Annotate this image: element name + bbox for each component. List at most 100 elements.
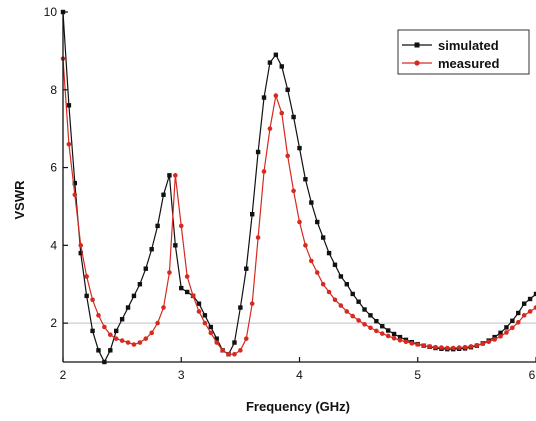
- point-simulated: [173, 243, 178, 248]
- point-simulated: [279, 64, 284, 69]
- point-measured: [504, 330, 509, 335]
- point-simulated: [368, 313, 373, 318]
- y-tick-label: 4: [50, 238, 57, 252]
- point-simulated: [380, 324, 385, 329]
- point-simulated: [184, 289, 190, 295]
- point-simulated: [309, 200, 314, 205]
- point-measured: [474, 342, 480, 348]
- point-measured: [84, 274, 89, 279]
- point-simulated: [533, 291, 536, 297]
- point-measured: [102, 324, 107, 330]
- point-simulated: [297, 145, 302, 151]
- point-measured: [119, 338, 125, 343]
- point-measured: [338, 303, 344, 308]
- point-measured: [66, 141, 72, 147]
- series-layer: [60, 9, 536, 365]
- point-simulated: [516, 310, 521, 316]
- point-simulated: [238, 305, 243, 310]
- point-simulated: [285, 87, 290, 92]
- point-measured: [332, 297, 338, 303]
- point-simulated: [108, 348, 113, 353]
- point-simulated: [303, 177, 308, 182]
- series-measured: [60, 56, 536, 357]
- point-measured: [96, 313, 101, 318]
- y-axis-title: VSWR: [12, 180, 27, 220]
- point-measured: [72, 192, 78, 198]
- point-simulated: [255, 149, 261, 155]
- point-simulated: [344, 282, 349, 287]
- point-measured: [427, 344, 432, 349]
- point-measured: [238, 348, 243, 353]
- point-simulated: [332, 262, 338, 267]
- point-measured: [273, 93, 279, 98]
- x-axis-title: Frequency (GHz): [246, 399, 350, 414]
- point-measured: [232, 351, 237, 357]
- point-simulated: [291, 114, 296, 120]
- point-simulated: [261, 95, 267, 100]
- point-measured: [243, 336, 249, 341]
- point-measured: [137, 340, 143, 345]
- point-measured: [415, 342, 421, 347]
- point-simulated: [114, 328, 119, 334]
- point-simulated: [84, 293, 89, 299]
- point-simulated: [326, 250, 332, 256]
- point-simulated: [498, 330, 503, 336]
- point-measured: [303, 243, 308, 248]
- point-simulated: [149, 247, 154, 252]
- point-measured: [220, 348, 225, 353]
- point-measured: [161, 305, 166, 310]
- point-measured: [403, 339, 409, 345]
- point-measured: [208, 330, 214, 336]
- point-measured: [279, 110, 285, 116]
- point-measured: [261, 169, 267, 174]
- point-simulated: [161, 192, 166, 197]
- x-tick-label: 2: [60, 368, 67, 382]
- point-measured: [167, 270, 172, 275]
- point-simulated: [492, 334, 497, 340]
- point-measured: [350, 313, 356, 319]
- series-line-measured: [62, 58, 536, 355]
- point-measured: [533, 305, 536, 310]
- point-simulated: [208, 324, 214, 330]
- point-simulated: [78, 250, 83, 256]
- x-tick-label: 4: [296, 368, 303, 382]
- point-measured: [131, 342, 137, 347]
- legend: simulated measured: [397, 29, 530, 75]
- point-simulated: [315, 219, 320, 225]
- point-measured: [391, 335, 397, 341]
- point-simulated: [196, 301, 202, 306]
- point-measured: [320, 281, 326, 287]
- point-measured: [498, 334, 503, 339]
- point-measured: [527, 309, 533, 314]
- point-measured: [439, 345, 444, 350]
- point-measured: [314, 270, 320, 275]
- point-simulated: [391, 331, 397, 337]
- point-measured: [297, 219, 302, 225]
- point-simulated: [338, 274, 344, 279]
- point-simulated: [179, 285, 184, 291]
- point-measured: [173, 173, 178, 178]
- point-measured: [285, 153, 290, 159]
- point-simulated: [137, 282, 143, 287]
- point-measured: [143, 336, 149, 341]
- point-measured: [374, 328, 379, 334]
- y-tick-label: 2: [50, 316, 57, 330]
- point-measured: [456, 345, 462, 350]
- point-simulated: [267, 60, 273, 65]
- point-measured: [309, 258, 314, 264]
- point-measured: [184, 274, 190, 279]
- point-measured: [178, 223, 184, 229]
- point-measured: [362, 321, 367, 327]
- point-simulated: [143, 266, 148, 271]
- point-simulated: [214, 336, 219, 341]
- point-simulated: [385, 328, 391, 333]
- y-tick-label: 10: [44, 5, 58, 19]
- point-measured: [249, 301, 255, 306]
- point-measured: [196, 309, 202, 314]
- point-measured: [379, 331, 385, 336]
- point-simulated: [72, 180, 78, 186]
- point-measured: [445, 345, 450, 351]
- point-simulated: [167, 173, 172, 178]
- legend-marker-simulated: [414, 42, 420, 48]
- point-measured: [149, 330, 154, 336]
